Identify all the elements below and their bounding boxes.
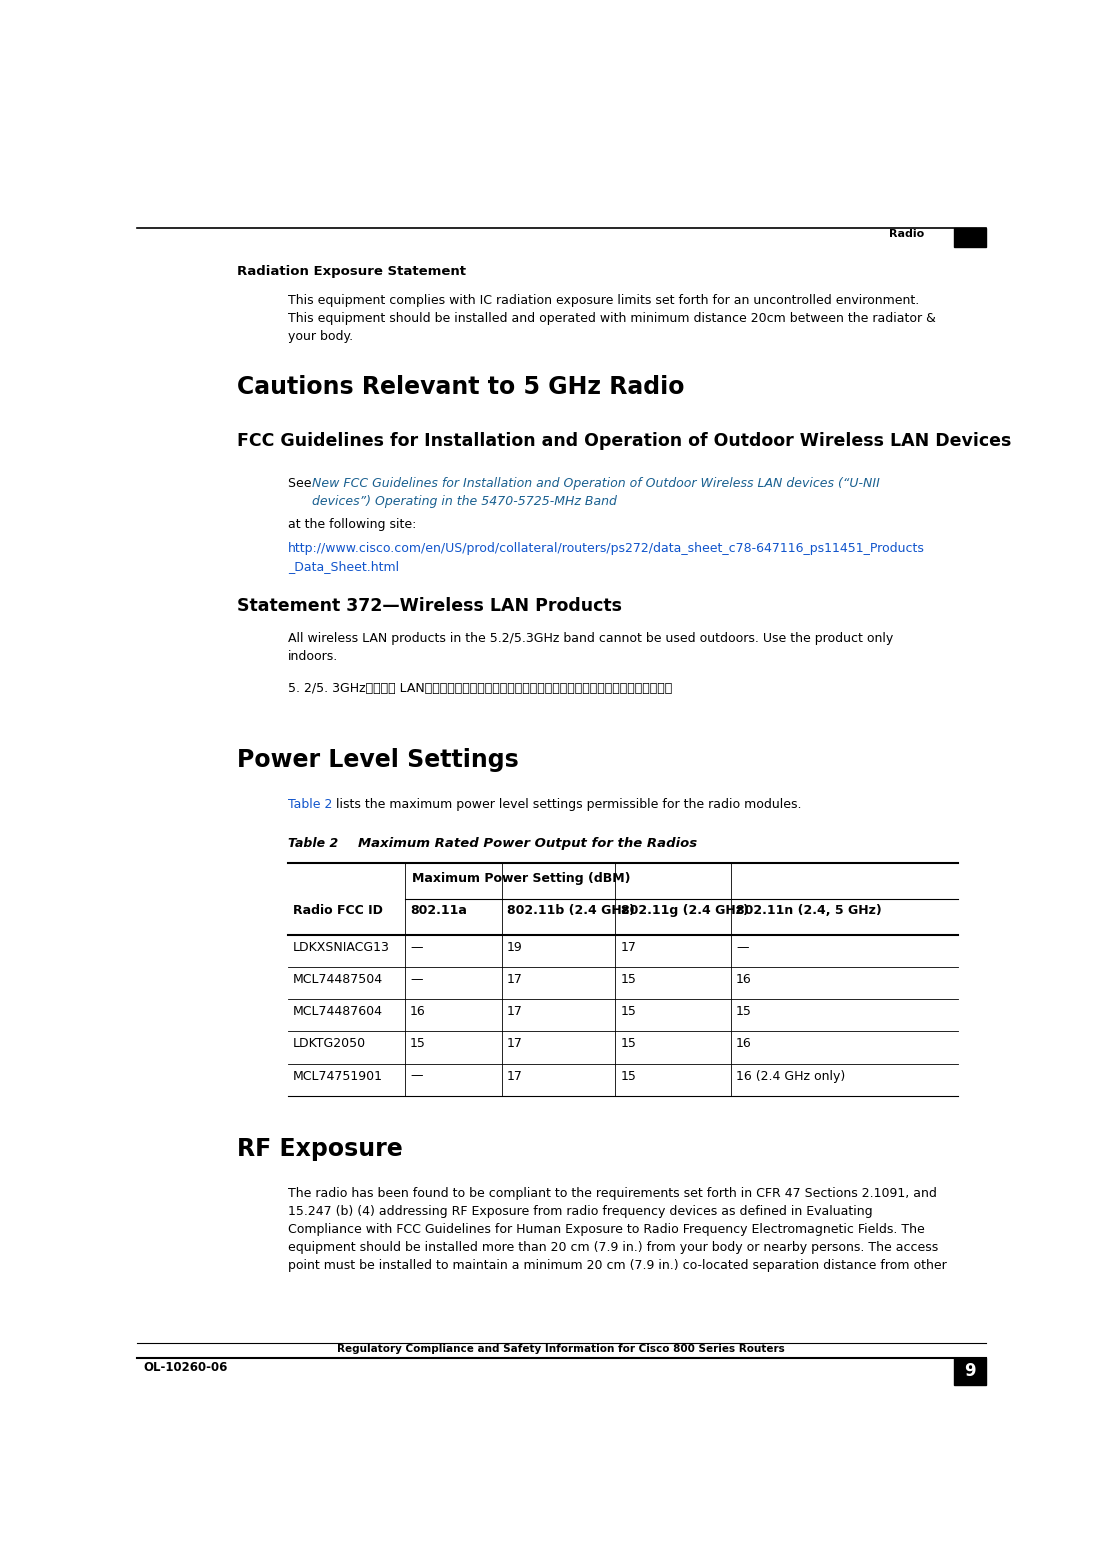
Text: at the following site:: at the following site: (288, 518, 416, 531)
Text: LDKXSNIACG13: LDKXSNIACG13 (293, 941, 390, 954)
Text: 802.11a: 802.11a (411, 903, 466, 917)
Text: 802.11b (2.4 GHz): 802.11b (2.4 GHz) (507, 903, 635, 917)
Text: 16: 16 (411, 1006, 426, 1018)
Text: LDKTG2050: LDKTG2050 (293, 1038, 366, 1050)
Text: MCL74487604: MCL74487604 (293, 1006, 383, 1018)
Text: 15: 15 (621, 973, 636, 985)
Text: 15: 15 (411, 1038, 426, 1050)
Text: Maximum Rated Power Output for the Radios: Maximum Rated Power Output for the Radio… (357, 837, 696, 851)
Text: —: — (736, 941, 749, 954)
Text: MCL74487504: MCL74487504 (293, 973, 383, 985)
Text: 15: 15 (736, 1006, 752, 1018)
Text: Radio: Radio (889, 229, 924, 240)
Text: 19: 19 (507, 941, 522, 954)
Text: —: — (411, 973, 423, 985)
Text: Cautions Relevant to 5 GHz Radio: Cautions Relevant to 5 GHz Radio (237, 374, 684, 399)
Text: 17: 17 (507, 1069, 522, 1083)
Text: The radio has been found to be compliant to the requirements set forth in CFR 47: The radio has been found to be compliant… (288, 1188, 947, 1273)
Text: 15: 15 (621, 1069, 636, 1083)
Text: Statement 372—Wireless LAN Products: Statement 372—Wireless LAN Products (237, 597, 622, 614)
Text: FCC Guidelines for Installation and Operation of Outdoor Wireless LAN Devices: FCC Guidelines for Installation and Oper… (237, 432, 1012, 450)
Text: 17: 17 (507, 1006, 522, 1018)
Text: 802.11g (2.4 GHz): 802.11g (2.4 GHz) (621, 903, 749, 917)
Text: Radiation Exposure Statement: Radiation Exposure Statement (237, 266, 466, 278)
Text: 802.11n (2.4, 5 GHz): 802.11n (2.4, 5 GHz) (736, 903, 881, 917)
Text: RF Exposure: RF Exposure (237, 1137, 403, 1162)
Text: 5. 2/5. 3GHz帯の無線 LAN製品は法令により屋外では使用できません。屋内のみでご使用ください。: 5. 2/5. 3GHz帯の無線 LAN製品は法令により屋外では使用できません。… (288, 682, 672, 695)
Text: OL-10260-06: OL-10260-06 (143, 1361, 228, 1374)
Text: Radio FCC ID: Radio FCC ID (293, 903, 383, 917)
Text: http://www.cisco.com/en/US/prod/collateral/routers/ps272/data_sheet_c78-647116_p: http://www.cisco.com/en/US/prod/collater… (288, 541, 925, 572)
Text: Power Level Settings: Power Level Settings (237, 747, 519, 772)
Text: All wireless LAN products in the 5.2/5.3GHz band cannot be used outdoors. Use th: All wireless LAN products in the 5.2/5.3… (288, 633, 894, 664)
Text: 9: 9 (964, 1363, 976, 1380)
Text: MCL74751901: MCL74751901 (293, 1069, 383, 1083)
Text: Table 2: Table 2 (288, 837, 338, 851)
Bar (954, 227, 986, 248)
Text: 17: 17 (621, 941, 636, 954)
Text: See: See (288, 478, 315, 490)
Text: 16: 16 (736, 1038, 752, 1050)
Text: —: — (411, 1069, 423, 1083)
Text: —: — (411, 941, 423, 954)
Text: 15: 15 (621, 1006, 636, 1018)
Text: Table 2: Table 2 (288, 798, 332, 811)
Text: 17: 17 (507, 973, 522, 985)
Text: 15: 15 (621, 1038, 636, 1050)
Text: 17: 17 (507, 1038, 522, 1050)
Text: Regulatory Compliance and Safety Information for Cisco 800 Series Routers: Regulatory Compliance and Safety Informa… (337, 1344, 785, 1354)
Text: New FCC Guidelines for Installation and Operation of Outdoor Wireless LAN device: New FCC Guidelines for Installation and … (312, 478, 879, 509)
Text: Maximum Power Setting (dBM): Maximum Power Setting (dBM) (412, 873, 631, 885)
Text: lists the maximum power level settings permissible for the radio modules.: lists the maximum power level settings p… (332, 798, 802, 811)
Text: 16 (2.4 GHz only): 16 (2.4 GHz only) (736, 1069, 845, 1083)
Text: This equipment complies with IC radiation exposure limits set forth for an uncon: This equipment complies with IC radiatio… (288, 294, 936, 343)
Text: 16: 16 (736, 973, 752, 985)
Bar (954, 1358, 986, 1385)
